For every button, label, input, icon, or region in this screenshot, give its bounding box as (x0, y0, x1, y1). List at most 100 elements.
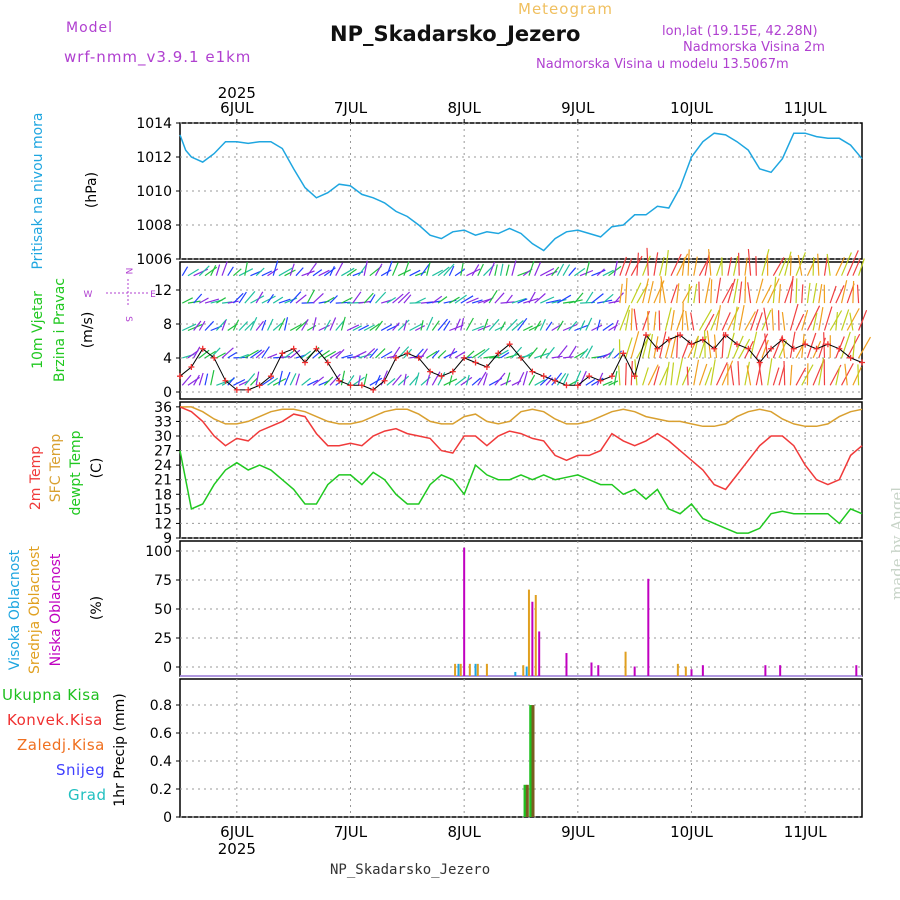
wind-arrow (801, 309, 809, 331)
wind-arrow (443, 350, 458, 359)
wind-arrow (182, 297, 193, 304)
wind-arrow (454, 268, 465, 277)
wind-arrow (318, 269, 330, 277)
wind-arrow (448, 375, 453, 386)
wind-arrow (255, 371, 260, 386)
wind-arrow (835, 285, 845, 304)
wind-arrow (608, 380, 619, 386)
wind-arrow (318, 324, 330, 332)
y-tick-label-pressure: 1014 (136, 116, 172, 132)
wind-arrow (431, 295, 443, 304)
wind-arrow (797, 254, 803, 276)
wind-arrow (528, 260, 535, 276)
wind-arrow (619, 304, 631, 331)
ylabel-dewpt: dewpt Temp (68, 430, 84, 515)
wind-arrow (403, 320, 408, 331)
wind-arrow (659, 280, 662, 304)
wind-arrow (232, 292, 244, 304)
wind-arrow (858, 309, 868, 331)
wind-arrow (488, 261, 496, 276)
wind-arrow (767, 358, 773, 386)
wind-arrow (806, 332, 817, 359)
wind-arrow (295, 373, 300, 386)
wind-gust-marker (495, 350, 502, 357)
cloud-bar (633, 666, 636, 676)
wind-arrow (710, 359, 716, 386)
wind-gust-marker (631, 373, 638, 380)
wind-arrow (369, 377, 383, 386)
wind-arrow (579, 320, 586, 331)
wind-arrow (426, 262, 431, 276)
ylabel-low-cloud: Niska Oblacnost (48, 553, 64, 666)
wind-arrow (664, 307, 672, 331)
wind-gust-marker (461, 354, 468, 361)
wind-arrow (488, 318, 500, 331)
wind-arrow (585, 378, 596, 386)
wind-arrow (329, 350, 342, 359)
wind-arrow (681, 285, 693, 304)
wind-arrow (363, 292, 374, 304)
wind-arrow (619, 256, 627, 276)
wind-arrow (784, 278, 794, 304)
wind-arrow (357, 375, 361, 386)
wind-arrow (477, 371, 487, 386)
wind-arrow (761, 339, 769, 359)
cloud-bar (485, 663, 488, 676)
x-tick-label-bottom: 7JUL (334, 823, 368, 841)
wind-arrow (681, 302, 684, 331)
y-tick-label-cloud: 50 (154, 602, 172, 618)
wind-arrow (670, 335, 677, 359)
y-tick-label-temperature: 33 (154, 414, 172, 430)
wind-arrow (283, 317, 289, 331)
y-tick-label-temperature: 36 (154, 400, 172, 416)
wind-arrow (278, 267, 293, 277)
wind-arrow (761, 284, 772, 304)
wind-arrow (233, 268, 242, 277)
wind-arrow (556, 320, 564, 331)
ylabel-temp-unit: (C) (89, 458, 105, 479)
wind-arrow (267, 293, 274, 304)
dewpt-temp-line (179, 450, 863, 534)
wind-arrow (511, 320, 524, 331)
wind-arrow (812, 283, 818, 304)
wind-gust-marker (177, 373, 183, 380)
wind-arrow (857, 364, 860, 386)
wind-arrow (528, 347, 538, 359)
wind-arrow (708, 249, 712, 276)
wind-arrow (534, 293, 546, 304)
wind-arrow (289, 324, 302, 332)
wind-arrow (261, 270, 273, 277)
wind-arrow (771, 308, 774, 331)
wind-arrow (715, 305, 721, 331)
wind-arrow (642, 335, 650, 359)
wind-arrow (551, 372, 563, 386)
wind-arrow (233, 378, 246, 386)
wind-arrow (841, 363, 854, 386)
wind-gust-marker (540, 373, 547, 380)
wind-arrow (409, 322, 424, 332)
wind-arrow (613, 319, 619, 331)
cloud-bar (690, 669, 693, 676)
wind-arrow (471, 325, 485, 332)
wind-arrow (755, 361, 762, 386)
wind-gust-marker (836, 345, 843, 352)
wind-arrow (630, 255, 643, 276)
wind-arrow (363, 260, 368, 276)
wind-arrow (363, 347, 376, 359)
wind-arrow (858, 258, 865, 276)
wind-gust-marker (267, 373, 274, 380)
y-tick-label-pressure: 1008 (136, 218, 172, 234)
x-tick-label-bottom: 10JUL (670, 823, 713, 841)
wind-arrow (437, 318, 448, 331)
wind-arrow (238, 353, 249, 359)
wind-arrow (664, 250, 669, 276)
wind-arrow (676, 357, 684, 386)
wind-arrow (392, 322, 400, 331)
wind-arrow (329, 295, 338, 304)
wind-arrow (750, 309, 759, 331)
wind-arrow (778, 284, 781, 304)
y-tick-label-temperature: 15 (154, 502, 172, 518)
wind-arrow (420, 348, 428, 359)
cloud-bar (590, 662, 593, 676)
